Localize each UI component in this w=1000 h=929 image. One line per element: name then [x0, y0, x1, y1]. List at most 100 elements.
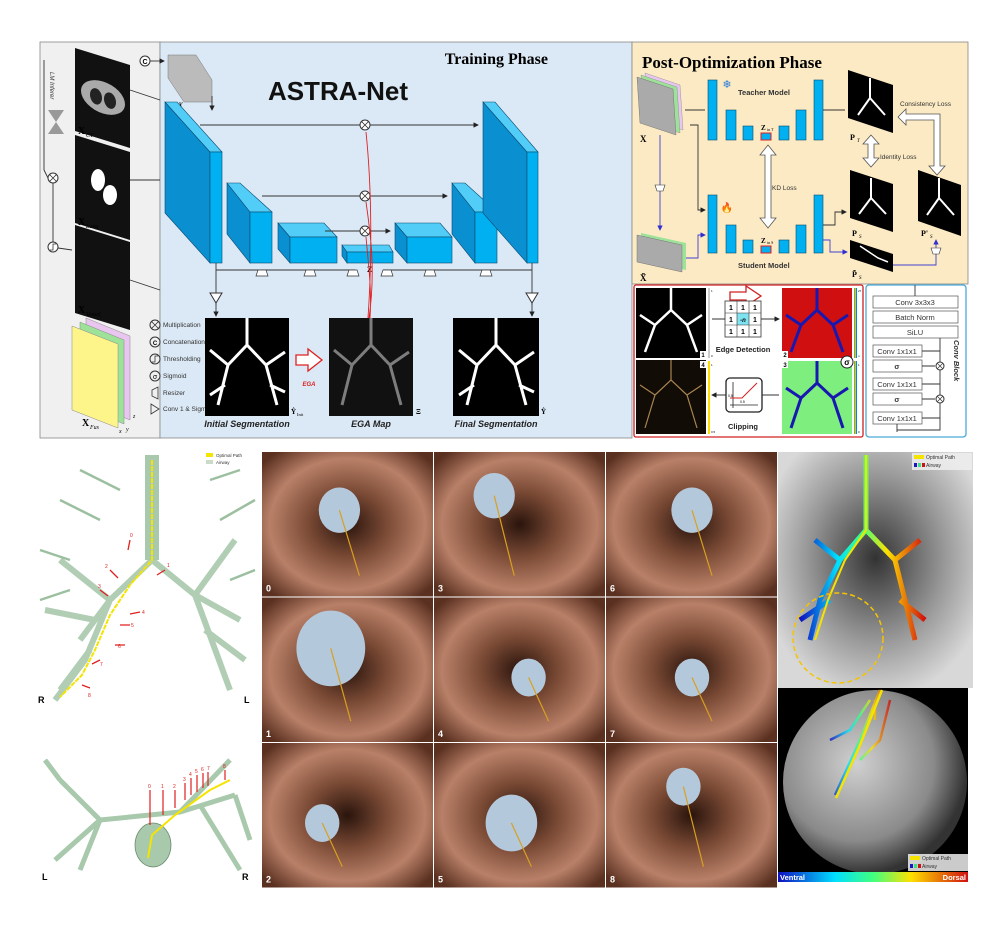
- panel-number: 1: [701, 353, 705, 359]
- marker-label: 2: [173, 784, 176, 790]
- path-guide-line: [528, 677, 550, 722]
- colorbar-tick: n: [858, 354, 860, 358]
- endoscopy-frame: 1: [262, 597, 433, 742]
- bottleneck-block: [346, 251, 394, 264]
- p-s-prime-label: P': [921, 229, 928, 238]
- ega-steps-box: 1 1 1 1 -n 1 1 1 1 Edge Detection 0.5 0.…: [633, 284, 864, 438]
- airway-lumen: [296, 610, 366, 687]
- p-t-image: [848, 70, 893, 133]
- marker-label: 2: [105, 564, 108, 570]
- path-guide-line: [330, 648, 352, 722]
- identity-loss-arrow: [862, 134, 880, 168]
- p-s-image: [850, 170, 893, 232]
- airway-top-view: 0 1 2 3 4 5 6 7 8 R L Optimal Path Airwa…: [38, 453, 256, 705]
- frame-number: 2: [266, 875, 271, 885]
- conv-layer: Conv 1x1x1: [877, 380, 917, 389]
- snowflake-icon: ❄: [722, 79, 731, 91]
- orientation-right: L: [244, 695, 250, 705]
- colorbar-tick: 0: [711, 354, 713, 358]
- endoscopy-frame: 7: [606, 597, 777, 742]
- sigma-icon: [840, 355, 854, 369]
- resizer-icon: [930, 247, 942, 255]
- p-s-tilde-label: P̃: [852, 269, 857, 279]
- marker-label: 1: [167, 563, 170, 569]
- legend-conv-sigmoid: Conv 1 & Sigmoid: [163, 406, 215, 413]
- frame-number: 3: [438, 584, 443, 594]
- legend-optimal-path: Optimal Path: [926, 455, 955, 461]
- legend-sigmoid: Sigmoid: [163, 373, 187, 380]
- edge-detection-kernel: 1 1 1 1 -n 1 1 1 1: [724, 300, 762, 338]
- x-fus-stack: [71, 317, 131, 429]
- input-pipeline: LM Inferer X CT X Lung X Vessel: [43, 48, 161, 435]
- p-s-sub: S: [859, 235, 862, 240]
- endoscopy-grid: 0 1 2 3 4 5 6 7 8: [262, 452, 777, 888]
- airway-bottom-view: 0 1 2 3 4 5 6 7 8 L R: [42, 758, 253, 882]
- colorbar-ventral: Ventral: [780, 873, 805, 882]
- edge-detection-label: Edge Detection: [716, 345, 771, 354]
- sigma-symbol: σ: [844, 358, 850, 367]
- conv-block: Conv 3x3x3 Batch Norm SiLU Conv 1x1x1 σ …: [865, 284, 967, 438]
- consistency-loss-label: Consistency Loss: [900, 101, 952, 108]
- colorbar-tick: 1: [711, 363, 713, 367]
- legend-swatch-airway: [206, 460, 213, 464]
- consistency-loss-arrow: [897, 108, 946, 176]
- path-guide-line: [691, 677, 713, 722]
- x-tilde-label: X̃: [640, 273, 647, 283]
- endoscopy-frame: 2: [262, 743, 433, 888]
- ventral-dorsal-colorbar: Ventral Dorsal: [778, 872, 968, 882]
- x-vessel-sub: Vessel: [86, 312, 101, 318]
- colorbar-tick: 1: [711, 289, 713, 293]
- frame-number: 0: [266, 584, 271, 594]
- path-guide-line: [510, 822, 532, 867]
- x-stack: [636, 72, 684, 136]
- resizer-icon: [654, 184, 666, 192]
- unet: Z: [164, 101, 539, 274]
- endoscopy-frame: 6: [606, 452, 777, 597]
- legend-concatenation: Concatenation: [163, 339, 205, 346]
- identity-loss-label: Identity Loss: [880, 154, 917, 161]
- ega-map-caption: EGA Map: [351, 419, 391, 429]
- marker-label: 7: [207, 766, 210, 772]
- student-model: [707, 194, 824, 254]
- axis-x: x: [118, 429, 122, 435]
- x-ct-label: X: [78, 126, 86, 137]
- kernel-cell: 1: [753, 317, 757, 324]
- ega-feedback-arrows: [365, 131, 373, 319]
- marker-label: 0: [130, 533, 133, 539]
- initial-segmentation: [205, 318, 289, 416]
- conv-layer: SiLU: [907, 328, 923, 337]
- initial-segmentation-caption: Initial Segmentation: [204, 419, 290, 429]
- marker-label: 5: [195, 769, 198, 775]
- conv-sigmoid-icon: [209, 292, 223, 304]
- p-s-prime-sub: S: [930, 235, 933, 240]
- optimal-path-line: [147, 779, 231, 859]
- vessel-image: [75, 225, 130, 330]
- frame-number: 6: [610, 584, 615, 594]
- training-phase-title: Training Phase: [445, 51, 548, 68]
- p-s-prime-image: [918, 170, 961, 236]
- axis-y: y: [125, 427, 129, 433]
- teacher-model-label: Teacher Model: [738, 88, 790, 97]
- frame-number: 5: [438, 875, 443, 885]
- z-teacher-sub: in T: [767, 127, 774, 132]
- z-label: Z: [367, 265, 372, 274]
- p-t-label: P: [850, 133, 855, 142]
- endoscopy-frame: 8: [606, 743, 777, 888]
- decoder-block-3: [406, 236, 453, 264]
- orientation-right: R: [242, 872, 249, 882]
- legend-resizer: Resizer: [163, 390, 186, 397]
- encoder-block-3: [289, 236, 338, 264]
- legend-sigma-symbol: σ: [153, 374, 158, 381]
- optimal-path-line: [59, 460, 153, 698]
- marker-arrows: [81, 539, 166, 689]
- frame-number: 4: [438, 729, 443, 739]
- net-title: ASTRA-Net: [268, 76, 408, 106]
- student-model-label: Student Model: [738, 261, 790, 270]
- colorbar-tick: 1: [858, 363, 860, 367]
- legend-c-symbol: C: [153, 341, 158, 347]
- encoder-block-2: [249, 211, 273, 264]
- kernel-cell: -n: [740, 318, 746, 324]
- frame-number: 7: [610, 729, 615, 739]
- marker-label: 6: [201, 767, 204, 773]
